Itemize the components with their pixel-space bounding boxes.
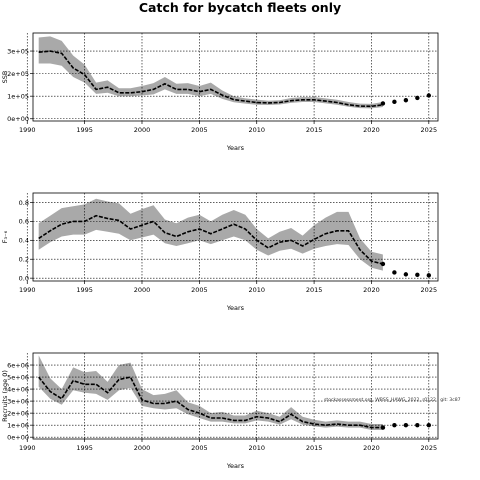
x-tick-label: 2005 [191,286,208,294]
x-tick-label: 2025 [421,286,438,294]
y-tick-label: 0.4 [19,237,29,245]
y-tick-label: 3e+06 [7,397,29,405]
x-tick-label: 2000 [134,126,151,134]
ssb-panel: 1990 1995 2000 2005 2010 2015 2020 2025 0e+00 1e+… [1,32,439,152]
fbar-x-axis-label: Years [226,304,245,312]
x-tick-label: 2020 [363,126,380,134]
fbar-forecast-point [380,261,386,267]
x-tick-label: 2010 [248,126,265,134]
ssb-forecast-point [380,101,386,106]
fbar-series-line [38,214,384,265]
recruits-forecast-point [426,422,432,428]
chart-title: Catch for bycatch fleets only [139,0,341,15]
y-tick-label: 1e+05 [7,92,29,100]
x-tick-label: 2000 [134,444,151,452]
recruits-forecast-point [392,422,397,428]
y-tick-label: 3e+05 [7,47,29,55]
x-tick-label: 1990 [19,444,36,452]
x-tick-label: 2005 [191,126,208,134]
x-tick-label: 2015 [306,444,323,452]
ssb-series-line [38,50,384,108]
y-tick-label: 0e+00 [7,115,29,123]
recruits-forecast-point [415,422,420,428]
recruits-confidence-band [38,355,383,430]
recruits-y-axis-label: Recruits (age 0) [1,370,9,422]
fbar-y-axis-label: F₃₋₆ [1,230,9,243]
x-tick-label: 2010 [248,444,265,452]
x-tick-label: 1995 [76,286,93,294]
x-tick-label: 2010 [248,286,265,294]
ssb-x-axis-label: Years [226,144,245,152]
fbar-forecast-point [403,272,409,277]
ssb-confidence-band [38,36,383,109]
ssb-y-axis-label: SSB [1,71,9,84]
fbar-forecast-point [415,272,420,278]
x-tick-label: 2020 [363,444,380,452]
y-tick-label: 2e+06 [7,409,29,417]
ssb-forecast-point [403,98,409,103]
x-tick-label: 2000 [134,286,151,294]
x-tick-label: 2015 [306,126,323,134]
fbar-forecast-point [426,273,432,278]
y-tick-label: 0e+00 [7,433,29,441]
y-tick-label: 0.2 [19,256,29,264]
ssb-plot-frame [32,32,439,122]
y-tick-label: 2e+05 [7,70,29,78]
y-tick-label: 5e+06 [7,373,29,381]
y-tick-label: 4e+06 [7,385,29,393]
recruits-plot-frame [32,352,439,440]
x-tick-label: 1990 [19,126,36,134]
recruits-forecast-point [403,422,409,428]
x-tick-label: 2015 [306,286,323,294]
fbar-panel: 1990 1995 2000 2005 2010 2015 2020 2025 0.0 0.2 0.… [1,192,439,312]
x-tick-label: 2005 [191,444,208,452]
x-tick-label: 2025 [421,444,438,452]
x-tick-label: 1995 [76,444,93,452]
ssb-forecast-point [426,93,432,98]
x-tick-label: 2020 [363,286,380,294]
ssb-forecast-point [415,95,420,101]
recruits-panel: 1990 1995 2000 2005 2010 2015 2020 2025 0e+00 1e+… [1,352,439,470]
x-tick-label: 2025 [421,126,438,134]
fbar-confidence-band [38,198,383,271]
y-tick-label: 1e+06 [7,421,29,429]
y-tick-label: 6e+06 [7,361,29,369]
recruits-x-axis-label: Years [226,462,245,470]
fbar-plot-frame [32,192,439,282]
footer-annotation: stockassessment.org, WBSS_HAWG_2022, r01… [324,397,461,403]
x-tick-label: 1995 [76,126,93,134]
recruits-forecast-point [380,425,386,430]
fbar-forecast-point [392,270,397,275]
y-tick-label: 0.6 [19,218,29,226]
y-tick-label: 0.0 [19,274,29,282]
y-tick-label: 0.8 [19,199,29,207]
x-tick-label: 1990 [19,286,36,294]
ssb-forecast-point [392,99,397,105]
